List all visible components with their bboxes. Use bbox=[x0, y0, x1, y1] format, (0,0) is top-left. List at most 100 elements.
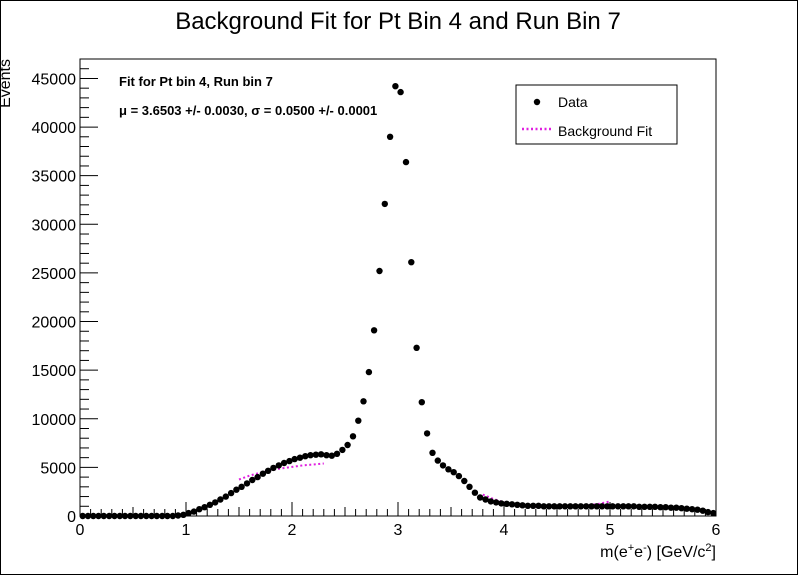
chart-title: Background Fit for Pt Bin 4 and Run Bin … bbox=[175, 8, 621, 35]
data-point bbox=[614, 503, 622, 510]
data-point bbox=[275, 462, 282, 469]
data-point bbox=[583, 503, 590, 510]
y-tick-label: 40000 bbox=[32, 120, 77, 137]
data-point bbox=[572, 503, 579, 510]
data-point bbox=[259, 470, 267, 477]
data-point bbox=[312, 451, 320, 458]
data-point bbox=[508, 501, 516, 508]
data-point bbox=[455, 472, 463, 480]
data-point bbox=[688, 506, 696, 513]
data-point bbox=[593, 503, 600, 510]
x-tick-label: 2 bbox=[288, 522, 297, 539]
data-point bbox=[646, 503, 653, 510]
data-point bbox=[556, 503, 563, 510]
data-point bbox=[514, 501, 521, 508]
data-point bbox=[121, 512, 129, 520]
x-tick-label: 4 bbox=[500, 522, 509, 539]
data-point bbox=[392, 83, 399, 90]
data-point bbox=[238, 483, 245, 490]
data-point bbox=[694, 506, 701, 513]
data-point bbox=[291, 455, 298, 463]
fit-curve-segment bbox=[238, 462, 324, 481]
data-point bbox=[254, 473, 261, 481]
data-point bbox=[492, 499, 500, 506]
data-point bbox=[402, 158, 410, 166]
data-point bbox=[524, 502, 531, 509]
data-point bbox=[429, 449, 436, 456]
data-point bbox=[339, 446, 346, 454]
data-point bbox=[545, 503, 553, 510]
data-point bbox=[519, 502, 526, 509]
data-point bbox=[190, 508, 198, 515]
data-point bbox=[466, 483, 473, 490]
data-point bbox=[476, 494, 484, 501]
data-point bbox=[333, 450, 341, 457]
data-point bbox=[413, 344, 420, 351]
x-axis-label-part: e bbox=[634, 544, 643, 561]
x-tick-label: 5 bbox=[606, 522, 615, 539]
data-point bbox=[344, 441, 351, 449]
data-point bbox=[355, 417, 362, 424]
legend-data-label: Data bbox=[558, 94, 588, 110]
data-point bbox=[503, 500, 510, 507]
data-point bbox=[302, 453, 309, 460]
data-point bbox=[551, 503, 558, 510]
data-point bbox=[360, 398, 367, 405]
data-point bbox=[365, 368, 373, 376]
data-point bbox=[408, 259, 415, 266]
data-point bbox=[143, 512, 150, 520]
data-point bbox=[434, 457, 441, 464]
x-axis-label: m(e+e-) [GeV/c2] bbox=[600, 542, 716, 561]
data-point bbox=[535, 502, 542, 509]
data-point bbox=[95, 512, 102, 520]
data-point bbox=[249, 476, 256, 484]
data-point bbox=[206, 501, 214, 508]
data-point bbox=[678, 505, 685, 512]
data-point bbox=[662, 504, 669, 511]
data-point bbox=[445, 466, 452, 473]
data-point bbox=[625, 503, 632, 510]
data-point bbox=[641, 503, 648, 510]
x-axis-label-part: ] bbox=[712, 544, 716, 561]
data-point bbox=[132, 512, 139, 520]
data-point bbox=[307, 452, 314, 459]
data-point bbox=[106, 512, 113, 520]
data-point bbox=[317, 451, 325, 458]
data-point bbox=[111, 512, 118, 520]
data-point bbox=[657, 504, 664, 511]
data-point bbox=[159, 512, 166, 520]
data-point bbox=[270, 464, 277, 472]
data-point bbox=[227, 489, 235, 497]
data-point bbox=[349, 433, 357, 440]
data-point bbox=[153, 512, 160, 520]
data-point bbox=[100, 512, 108, 520]
data-point bbox=[704, 508, 712, 516]
data-point bbox=[471, 489, 479, 496]
y-axis: 0 5000 10000 15000 20000 25000 30000 35000 40000… bbox=[32, 58, 98, 526]
data-point bbox=[651, 503, 659, 510]
data-point bbox=[673, 504, 680, 511]
fit-annotation-title: Fit for Pt bin 4, Run bin 7 bbox=[119, 74, 273, 89]
y-tick-label: 20000 bbox=[32, 315, 77, 332]
data-point bbox=[201, 504, 208, 511]
data-point bbox=[439, 462, 447, 469]
x-tick-label: 0 bbox=[76, 522, 85, 539]
data-point bbox=[233, 486, 240, 493]
legend: Data Background Fit bbox=[515, 84, 678, 145]
legend-fit-label: Background Fit bbox=[558, 123, 652, 139]
data-point bbox=[196, 506, 203, 513]
y-tick-label: 10000 bbox=[32, 412, 77, 429]
data-point bbox=[450, 469, 457, 476]
data-point bbox=[323, 452, 330, 459]
data-point bbox=[84, 512, 92, 520]
data-point bbox=[482, 496, 489, 503]
data-point bbox=[217, 496, 224, 503]
data-point bbox=[540, 503, 547, 510]
legend-box bbox=[515, 84, 678, 145]
data-point bbox=[461, 477, 468, 485]
y-tick-label: 45000 bbox=[32, 71, 77, 88]
data-point bbox=[567, 503, 574, 510]
fit-annotation-params: μ = 3.6503 +/- 0.0030, σ = 0.0500 +/- 0.… bbox=[119, 103, 377, 118]
data-point bbox=[418, 399, 425, 406]
